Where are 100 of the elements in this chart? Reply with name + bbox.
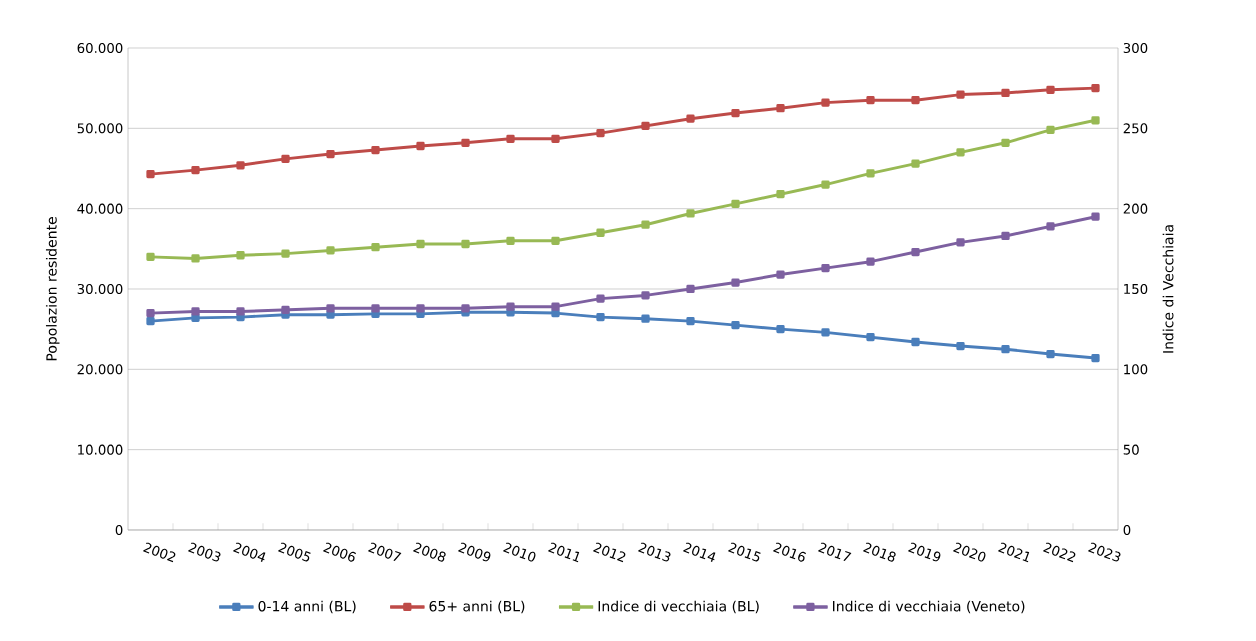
point [776,270,785,279]
y2-tick-label: 300 [1123,42,1148,54]
point [866,257,875,266]
point [776,104,785,113]
x-tick-label: 2021 [998,542,1030,563]
point [686,316,695,326]
y-tick-label: 20.000 [77,364,123,375]
x-tick-label: 2008 [413,542,446,562]
x-tick-label: 2019 [908,542,941,562]
y2-tick-label: 100 [1124,364,1148,375]
y-axis-title: Popolazion residente [45,217,60,361]
point [641,291,650,300]
point [236,307,245,316]
point [911,159,920,168]
point [506,134,515,143]
y-tick-label: 40.000 [77,203,123,214]
x-tick-label: 2010 [503,542,536,562]
point [1001,88,1010,98]
point [1091,84,1100,93]
point [461,304,470,313]
x-tick-label: 2018 [863,542,896,562]
point [686,284,695,294]
point [371,309,380,319]
point [776,325,785,334]
point [416,239,425,249]
y-tick-label: 10.000 [78,444,123,455]
point [236,161,245,170]
legend-label: Indice di vecchiaia (BL) [598,600,759,614]
legend-label: Indice di vecchiaia (Veneto) [833,600,1025,614]
x-tick-label: 2011 [548,542,580,563]
point [1046,222,1055,231]
point [146,308,155,318]
point [236,251,245,260]
point [596,294,605,303]
x-tick-label: 2020 [953,542,986,562]
x-tick-label: 2023 [1088,542,1121,562]
point [596,129,605,138]
x-tick-label: 2016 [773,542,806,562]
point [461,138,470,147]
point [776,190,785,199]
point [956,238,965,247]
point [1091,353,1100,363]
point [911,247,920,257]
x-tick-label: 2013 [638,542,671,562]
point [641,121,650,131]
point [596,228,605,237]
point [416,304,425,313]
point [956,341,965,351]
point [551,134,560,143]
y2-tick-label: 0 [1123,524,1131,536]
point [641,220,650,229]
point [866,169,875,178]
point [911,96,920,105]
x-tick-label: 2005 [278,542,311,562]
point [731,199,740,208]
point [506,302,515,311]
x-tick-label: 2022 [1043,542,1076,563]
point [1001,138,1010,147]
y-tick-label: 50.000 [77,123,123,134]
point [191,165,200,175]
point [821,180,830,189]
point [596,312,605,322]
point [956,90,965,99]
point [821,263,830,273]
x-tick-label: 2015 [728,542,761,562]
point [1001,231,1010,241]
point [1091,116,1100,125]
x-tick-label: 2007 [368,542,402,562]
point [821,98,830,107]
point [731,108,740,118]
point [191,307,200,316]
point [371,304,380,313]
legend-label: 65+ anni (BL) [429,600,525,614]
point [191,254,200,263]
point [281,154,290,163]
point [686,114,695,123]
x-tick-label: 2002 [143,542,176,563]
point [146,316,155,326]
y2-axis-title: Indice di Vecchiaia [1162,225,1174,353]
point [866,333,875,342]
point [326,149,335,159]
point [416,309,425,319]
point [1046,125,1055,135]
point [551,236,560,245]
x-tick-label: 2009 [458,542,491,562]
point [146,169,155,179]
legend-label: 0-14 anni (BL) [258,600,356,614]
point [551,308,560,318]
x-tick-label: 2017 [818,542,852,562]
point [371,243,380,252]
point [326,310,335,319]
point [1001,345,1010,354]
x-tick-label: 2004 [233,542,266,562]
y-tick-label: 60.000 [77,42,123,54]
point [281,305,290,315]
point [1046,85,1055,94]
y2-tick-label: 250 [1123,123,1148,134]
point [461,239,470,249]
x-tick-label: 2003 [188,542,221,562]
x-tick-label: 2012 [593,542,626,563]
